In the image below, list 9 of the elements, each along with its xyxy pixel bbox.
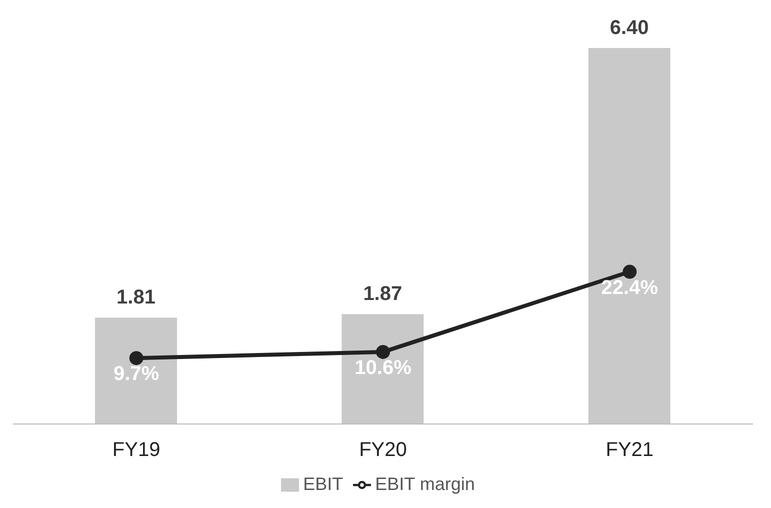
legend-label: EBIT margin	[375, 474, 475, 494]
x-tick-label: FY19	[112, 439, 160, 462]
data-label: 6.40	[610, 17, 649, 39]
x-tick-label: FY21	[606, 439, 654, 462]
x-tick-label: FY20	[359, 439, 407, 462]
data-label: 1.87	[363, 283, 402, 306]
data-label: 1.81	[116, 286, 156, 309]
data-label: 22.4%	[601, 276, 658, 299]
legend-label: EBIT	[303, 474, 344, 494]
